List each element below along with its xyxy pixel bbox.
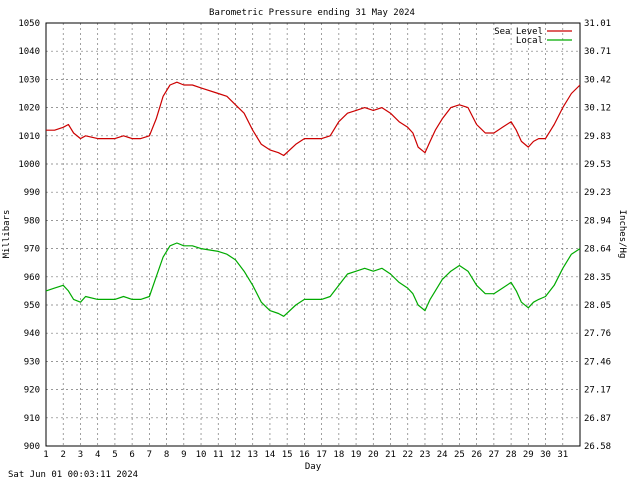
x-tick-label: 4 xyxy=(95,450,100,460)
y-tick-label-left: 1030 xyxy=(18,75,40,85)
y-tick-label-right: 26.58 xyxy=(584,442,611,452)
y-tick-label-right: 30.71 xyxy=(584,47,611,57)
x-tick-label: 13 xyxy=(247,450,258,460)
y-tick-label-right: 29.83 xyxy=(584,132,611,142)
y-tick-label-left: 1010 xyxy=(18,132,40,142)
y-tick-label-left: 1040 xyxy=(18,47,40,57)
x-tick-label: 19 xyxy=(351,450,362,460)
x-tick-label: 7 xyxy=(147,450,152,460)
x-tick-label: 5 xyxy=(112,450,117,460)
y-tick-label-left: 940 xyxy=(24,329,40,339)
y-tick-label-right: 30.42 xyxy=(584,75,611,85)
y-tick-label-left: 980 xyxy=(24,216,40,226)
series-lines xyxy=(45,81,581,317)
y-tick-label-right: 29.23 xyxy=(584,188,611,198)
chart-title: Barometric Pressure ending 31 May 2024 xyxy=(209,8,415,18)
x-tick-label: 27 xyxy=(488,450,499,460)
series-line-sea-level xyxy=(46,81,581,157)
y-tick-label-left: 960 xyxy=(24,273,40,283)
x-tick-label: 24 xyxy=(437,450,448,460)
x-tick-label: 1 xyxy=(43,450,48,460)
x-tick-label: 21 xyxy=(385,450,396,460)
x-tick-label: 11 xyxy=(213,450,224,460)
x-tick-label: 26 xyxy=(471,450,482,460)
y-tick-label-left: 910 xyxy=(24,414,40,424)
y-tick-label-left: 1050 xyxy=(18,19,40,29)
x-tick-label: 2 xyxy=(61,450,66,460)
timestamp: Sat Jun 01 00:03:11 2024 xyxy=(8,470,138,480)
x-tick-label: 30 xyxy=(540,450,551,460)
x-tick-label: 9 xyxy=(181,450,186,460)
x-tick-label: 25 xyxy=(454,450,465,460)
x-tick-label: 29 xyxy=(523,450,534,460)
y-tick-label-right: 27.76 xyxy=(584,329,611,339)
series-line-local xyxy=(45,242,581,317)
y-tick-label-left: 900 xyxy=(24,442,40,452)
legend: Sea Level Local xyxy=(494,27,572,46)
legend-label-local: Local xyxy=(516,36,543,46)
x-tick-label: 18 xyxy=(333,450,344,460)
x-tick-label: 16 xyxy=(299,450,310,460)
y-tick-label-left: 1000 xyxy=(18,160,40,170)
x-tick-label: 23 xyxy=(420,450,431,460)
y-tick-label-left: 1020 xyxy=(18,104,40,114)
x-tick-label: 12 xyxy=(230,450,241,460)
x-tick-label: 20 xyxy=(368,450,379,460)
x-tick-label: 14 xyxy=(265,450,276,460)
x-tick-label: 6 xyxy=(129,450,134,460)
grid-lines xyxy=(45,23,580,446)
y-tick-label-right: 29.53 xyxy=(584,160,611,170)
y-tick-label-left: 990 xyxy=(24,188,40,198)
x-tick-label: 10 xyxy=(196,450,207,460)
y-axis-label-left: Millibars xyxy=(2,210,12,259)
plot-frame xyxy=(45,22,581,447)
legend-label-sea-level: Sea Level xyxy=(494,27,543,37)
y-tick-label-right: 28.05 xyxy=(584,301,611,311)
y-tick-label-left: 950 xyxy=(24,301,40,311)
y-tick-label-left: 920 xyxy=(24,386,40,396)
y-tick-label-right: 31.01 xyxy=(584,19,611,29)
x-axis-label: Day xyxy=(305,462,322,472)
x-tick-label: 3 xyxy=(78,450,83,460)
x-tick-label: 22 xyxy=(402,450,413,460)
y-tick-label-right: 28.64 xyxy=(584,245,611,255)
x-tick-label: 28 xyxy=(506,450,517,460)
x-tick-label: 31 xyxy=(557,450,568,460)
x-tick-label: 8 xyxy=(164,450,169,460)
x-tick-label: 15 xyxy=(282,450,293,460)
x-tick-label: 17 xyxy=(316,450,327,460)
y-tick-label-right: 30.12 xyxy=(584,104,611,114)
y-axis-label-right: Inches/Hg xyxy=(617,210,627,259)
y-tick-label-right: 28.35 xyxy=(584,273,611,283)
y-tick-label-right: 27.17 xyxy=(584,386,611,396)
y-tick-label-right: 28.94 xyxy=(584,216,611,226)
y-tick-label-left: 930 xyxy=(24,357,40,367)
y-tick-label-left: 970 xyxy=(24,245,40,255)
y-tick-label-right: 26.87 xyxy=(584,414,611,424)
y-tick-label-right: 27.46 xyxy=(584,357,611,367)
